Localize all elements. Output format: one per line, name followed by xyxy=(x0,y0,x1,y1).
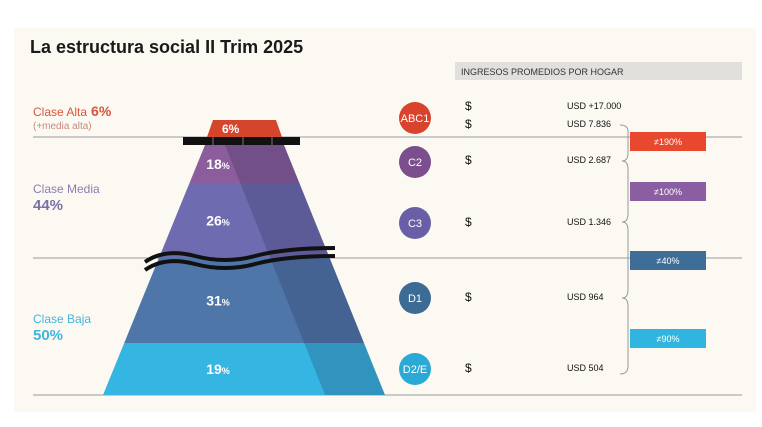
pyramid-level xyxy=(103,343,385,395)
segment-label: C3 xyxy=(408,218,422,230)
segment-label: C2 xyxy=(408,157,422,169)
pyramid-level xyxy=(158,183,330,258)
income-list: $ USD +17.000 $ USD 7.836 $ USD 2.687 $ USD 1.3… xyxy=(465,99,621,375)
dollar-icon: $ xyxy=(465,153,472,167)
dollar-icon: $ xyxy=(465,117,472,131)
gap-label: ≠90% xyxy=(657,334,680,344)
income-header-bar xyxy=(455,62,742,80)
dollar-icon: $ xyxy=(465,361,472,375)
gap-badge xyxy=(630,251,706,270)
class-label-baja: Clase Baja xyxy=(33,312,91,326)
class-label-alta: Clase Alta 6% xyxy=(33,103,112,119)
break-wave xyxy=(143,254,336,272)
segment-badge xyxy=(399,207,431,239)
dollar-icon: $ xyxy=(465,215,472,229)
percent-sign: % xyxy=(222,218,230,228)
break-wave xyxy=(143,246,336,264)
segment-label: ABC1 xyxy=(401,113,430,125)
class-pct-media: 44% xyxy=(33,197,63,214)
percent-sign: % xyxy=(222,161,230,171)
pyramid-level xyxy=(124,258,364,343)
percent-sign: % xyxy=(222,298,230,308)
gap-label: ≠40% xyxy=(657,256,680,266)
pyramid-level xyxy=(189,145,300,183)
segment-label: D2/E xyxy=(403,364,427,376)
gap-badge xyxy=(630,182,706,201)
pyramid: 6%18%26%31%19% xyxy=(103,120,385,395)
income-value: USD 2.687 xyxy=(567,155,611,165)
class-note-alta: (+media alta) xyxy=(33,121,92,132)
pyramid-shadow xyxy=(304,343,385,395)
page-title: La estructura social II Trim 2025 xyxy=(30,37,303,57)
gap-badge xyxy=(630,132,706,151)
pyramid-level-abc1 xyxy=(207,120,282,137)
gap-label: ≠190% xyxy=(654,137,682,147)
gap-badge xyxy=(630,329,706,348)
pyramid-shadow xyxy=(240,183,330,258)
segment-badge xyxy=(399,282,431,314)
segment-badge xyxy=(399,102,431,134)
class-label-media: Clase Media xyxy=(33,182,100,196)
brackets xyxy=(619,124,629,375)
income-value: USD 964 xyxy=(567,292,604,302)
pyramid-shadow xyxy=(225,145,300,183)
income-value: USD 1.346 xyxy=(567,217,611,227)
segment-circles: ABC1 C2 C3 D1 D2/E xyxy=(399,102,431,385)
gap-badges: ≠190% ≠100% ≠40% ≠90% xyxy=(630,132,706,348)
class-pct-baja: 50% xyxy=(33,327,63,344)
pyramid-pct-label: 6% xyxy=(222,122,240,136)
income-value: USD 7.836 xyxy=(567,119,611,129)
percent-sign: % xyxy=(222,366,230,376)
dollar-icon: $ xyxy=(465,290,472,304)
income-value: USD 504 xyxy=(567,363,604,373)
segment-badge xyxy=(399,146,431,178)
cut-bar xyxy=(183,137,300,145)
segment-label: D1 xyxy=(408,293,422,305)
segment-badge xyxy=(399,353,431,385)
gap-label: ≠100% xyxy=(654,187,682,197)
income-value: USD +17.000 xyxy=(567,101,621,111)
dollar-icon: $ xyxy=(465,99,472,113)
income-header: INGRESOS PROMEDIOS POR HOGAR xyxy=(461,67,624,77)
pyramid-shadow xyxy=(270,258,364,343)
